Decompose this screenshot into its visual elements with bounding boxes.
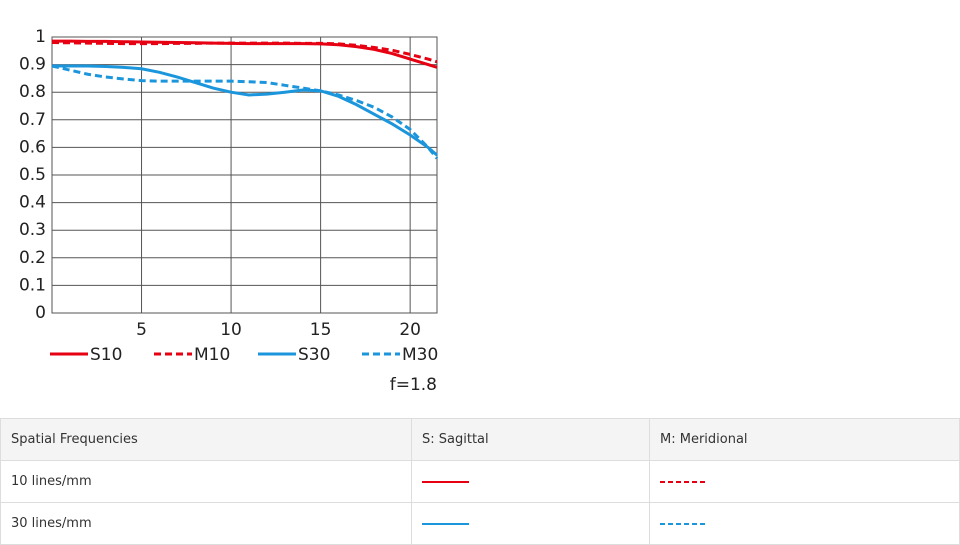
row-label: 10 lines/mm bbox=[1, 461, 412, 502]
header-cell: S: Sagittal bbox=[412, 419, 650, 460]
y-tick-label: 0.8 bbox=[19, 82, 46, 102]
header-cell: Spatial Frequencies bbox=[1, 419, 412, 460]
line-sample bbox=[650, 461, 960, 502]
y-tick-label: 0.1 bbox=[19, 275, 46, 295]
legend-label: S10 bbox=[90, 345, 122, 365]
line-sample bbox=[650, 503, 960, 544]
table-row: 30 lines/mm bbox=[1, 503, 960, 545]
series-line bbox=[51, 41, 438, 64]
header-cell: M: Meridional bbox=[650, 419, 960, 460]
y-tick-label: 0.7 bbox=[19, 110, 46, 130]
x-tick-label: 20 bbox=[399, 320, 421, 340]
table-header: Spatial Frequencies S: Sagittal M: Merid… bbox=[1, 418, 960, 461]
y-tick-label: 0.2 bbox=[19, 248, 46, 268]
x-tick-label: 10 bbox=[220, 320, 242, 340]
y-tick-label: 0 bbox=[35, 303, 46, 323]
series-line bbox=[52, 39, 438, 69]
table: Spatial Frequencies S: Sagittal M: Merid… bbox=[0, 418, 960, 545]
line-sample bbox=[412, 503, 650, 544]
y-tick-label: 0.6 bbox=[19, 137, 46, 157]
y-tick-label: 0.5 bbox=[19, 165, 46, 185]
table-row: 10 lines/mm bbox=[1, 461, 960, 503]
y-tick-label: 0.9 bbox=[19, 55, 46, 75]
y-tick-label: 0.3 bbox=[19, 220, 46, 240]
annotation: f=1.8 bbox=[390, 375, 437, 395]
legend-label: M10 bbox=[194, 345, 230, 365]
legend-label: M30 bbox=[402, 345, 438, 365]
x-tick-label: 5 bbox=[136, 320, 147, 340]
line-sample bbox=[412, 461, 650, 502]
series-line bbox=[51, 64, 439, 160]
row-label: 30 lines/mm bbox=[1, 503, 412, 544]
y-tick-label: 1 bbox=[35, 27, 46, 47]
plot-frame bbox=[51, 36, 438, 314]
x-tick-label: 15 bbox=[310, 320, 332, 340]
y-tick-label: 0.4 bbox=[19, 193, 46, 213]
legend-label: S30 bbox=[298, 345, 330, 365]
series-line bbox=[52, 64, 438, 157]
